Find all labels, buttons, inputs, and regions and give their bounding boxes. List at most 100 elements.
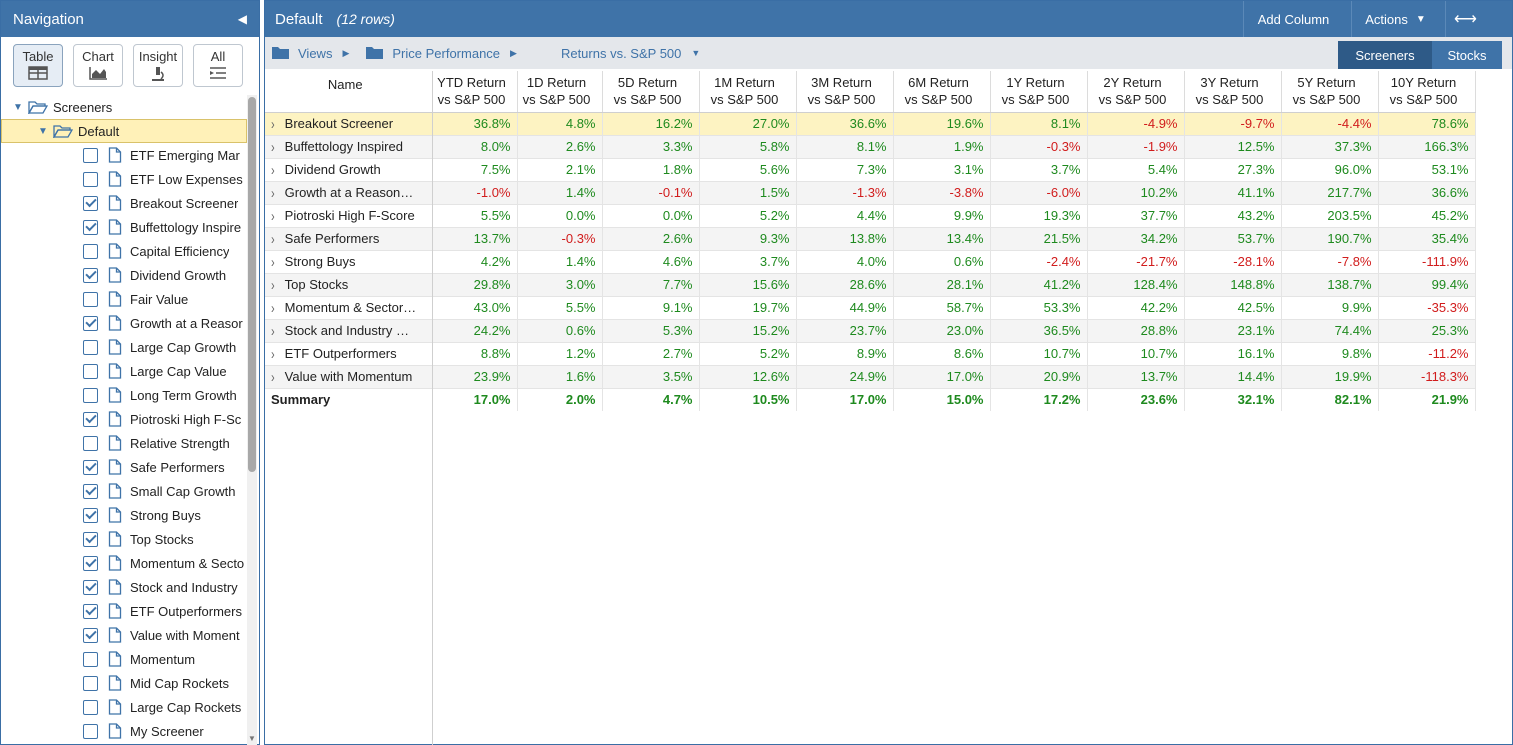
tree-item[interactable]: Strong Buys bbox=[1, 503, 247, 527]
expand-row-icon[interactable]: › bbox=[271, 209, 275, 225]
screener-checkbox[interactable] bbox=[83, 627, 98, 643]
tree-item[interactable]: Top Stocks bbox=[1, 527, 247, 551]
column-header[interactable]: 3M Return vs S&P 500 bbox=[796, 71, 894, 113]
tree-item[interactable]: My Screener bbox=[1, 719, 247, 743]
row-name-cell[interactable]: › Breakout Screener bbox=[265, 112, 433, 136]
column-header[interactable]: 5Y Return vs S&P 500 bbox=[1281, 71, 1379, 113]
expand-row-icon[interactable]: › bbox=[271, 370, 275, 386]
screener-checkbox[interactable] bbox=[83, 507, 98, 523]
column-header[interactable]: YTD Return vs S&P 500 bbox=[432, 71, 518, 113]
table-row[interactable]: › Momentum & Sector… 43.0% 5.5% 9.1% 19.7% 44.… bbox=[265, 296, 1476, 320]
tree-item[interactable]: Long Term Growth bbox=[1, 383, 247, 407]
table-row[interactable]: › Stock and Industry … 24.2% 0.6% 5.3% 15.2% 2… bbox=[265, 319, 1476, 343]
column-header[interactable]: 6M Return vs S&P 500 bbox=[893, 71, 991, 113]
screener-checkbox[interactable] bbox=[83, 483, 98, 499]
screener-checkbox[interactable] bbox=[83, 699, 98, 715]
screener-checkbox[interactable] bbox=[83, 651, 98, 667]
row-name-cell[interactable]: › Stock and Industry … bbox=[265, 319, 433, 343]
row-name-cell[interactable]: › Strong Buys bbox=[265, 250, 433, 274]
expand-row-icon[interactable]: › bbox=[271, 301, 275, 317]
caret-down-icon[interactable]: ▼ bbox=[13, 101, 23, 113]
scroll-down-icon[interactable]: ▼ bbox=[248, 734, 256, 743]
screener-checkbox[interactable] bbox=[83, 243, 98, 259]
tree-item[interactable]: Momentum bbox=[1, 647, 247, 671]
tree-item[interactable]: Buffettology Inspire bbox=[1, 215, 247, 239]
tree-item[interactable]: Growth at a Reasor bbox=[1, 311, 247, 335]
row-name-cell[interactable]: › Safe Performers bbox=[265, 227, 433, 251]
row-name-cell[interactable]: › ETF Outperformers bbox=[265, 342, 433, 366]
tree-item[interactable]: Breakout Screener bbox=[1, 191, 247, 215]
expand-row-icon[interactable]: › bbox=[271, 278, 275, 294]
tree-folder-default[interactable]: ▼ Default bbox=[1, 119, 247, 143]
table-row[interactable]: › Value with Momentum 23.9% 1.6% 3.5% 12.6% 24… bbox=[265, 365, 1476, 389]
column-header[interactable]: 2Y Return vs S&P 500 bbox=[1087, 71, 1185, 113]
column-header-name[interactable]: Name bbox=[265, 71, 433, 113]
column-header[interactable]: 3Y Return vs S&P 500 bbox=[1184, 71, 1282, 113]
expand-row-icon[interactable]: › bbox=[271, 255, 275, 271]
screener-checkbox[interactable] bbox=[83, 315, 98, 331]
row-name-cell[interactable]: › Growth at a Reason… bbox=[265, 181, 433, 205]
column-header[interactable]: 5D Return vs S&P 500 bbox=[602, 71, 700, 113]
tree-item[interactable]: Stock and Industry bbox=[1, 575, 247, 599]
breadcrumb-price-performance[interactable]: Price Performance bbox=[365, 46, 500, 61]
table-row[interactable]: › Safe Performers 13.7% -0.3% 2.6% 9.3% 13.8% 1… bbox=[265, 227, 1476, 251]
stocks-tab[interactable]: Stocks bbox=[1432, 41, 1502, 69]
scrollbar-thumb[interactable] bbox=[248, 97, 256, 472]
tree-item[interactable]: Safe Performers bbox=[1, 455, 247, 479]
column-header[interactable]: 1M Return vs S&P 500 bbox=[699, 71, 797, 113]
screener-checkbox[interactable] bbox=[83, 219, 98, 235]
screener-checkbox[interactable] bbox=[83, 363, 98, 379]
screener-checkbox[interactable] bbox=[83, 675, 98, 691]
table-row[interactable]: › Breakout Screener 36.8% 4.8% 16.2% 27.0% 36.… bbox=[265, 112, 1476, 136]
screener-checkbox[interactable] bbox=[83, 459, 98, 475]
row-name-cell[interactable]: › Dividend Growth bbox=[265, 158, 433, 182]
all-view-button[interactable]: All bbox=[193, 44, 243, 87]
expand-row-icon[interactable]: › bbox=[271, 324, 275, 340]
caret-down-icon[interactable]: ▼ bbox=[38, 125, 48, 137]
row-name-cell[interactable]: › Buffettology Inspired bbox=[265, 135, 433, 159]
tree-item[interactable]: ETF Low Expenses bbox=[1, 167, 247, 191]
expand-row-icon[interactable]: › bbox=[271, 140, 275, 156]
table-row[interactable]: › Growth at a Reason… -1.0% 1.4% -0.1% 1.5% -1… bbox=[265, 181, 1476, 205]
row-name-cell[interactable]: › Top Stocks bbox=[265, 273, 433, 297]
row-name-cell[interactable]: › Value with Momentum bbox=[265, 365, 433, 389]
column-header[interactable]: 10Y Return vs S&P 500 bbox=[1378, 71, 1476, 113]
expand-row-icon[interactable]: › bbox=[271, 347, 275, 363]
view-selector-dropdown[interactable]: Returns vs. S&P 500 ▼ bbox=[561, 46, 700, 61]
expand-row-icon[interactable]: › bbox=[271, 186, 275, 202]
screeners-tab[interactable]: Screeners bbox=[1338, 41, 1432, 69]
tree-root-screeners[interactable]: ▼ Screeners bbox=[1, 95, 247, 119]
column-header[interactable]: 1D Return vs S&P 500 bbox=[517, 71, 603, 113]
expand-row-icon[interactable]: › bbox=[271, 163, 275, 179]
screener-checkbox[interactable] bbox=[83, 555, 98, 571]
tree-item[interactable]: Dividend Growth bbox=[1, 263, 247, 287]
tree-item[interactable]: Large Cap Value bbox=[1, 359, 247, 383]
navigation-scrollbar[interactable]: ▼ bbox=[247, 95, 257, 745]
row-name-cell[interactable]: › Momentum & Sector… bbox=[265, 296, 433, 320]
screener-checkbox[interactable] bbox=[83, 723, 98, 739]
collapse-left-icon[interactable]: ◀ bbox=[237, 12, 247, 26]
row-name-cell[interactable]: › Piotroski High F-Score bbox=[265, 204, 433, 228]
screener-checkbox[interactable] bbox=[83, 171, 98, 187]
screener-checkbox[interactable] bbox=[83, 147, 98, 163]
tree-item[interactable]: ETF Outperformers bbox=[1, 599, 247, 623]
column-header[interactable]: 1Y Return vs S&P 500 bbox=[990, 71, 1088, 113]
tree-item[interactable]: ETF Emerging Mar bbox=[1, 143, 247, 167]
expand-row-icon[interactable]: › bbox=[271, 232, 275, 248]
screener-checkbox[interactable] bbox=[83, 603, 98, 619]
expand-row-icon[interactable]: › bbox=[271, 117, 275, 133]
table-row[interactable]: › ETF Outperformers 8.8% 1.2% 2.7% 5.2% 8.9% 8.… bbox=[265, 342, 1476, 366]
table-row[interactable]: › Top Stocks 29.8% 3.0% 7.7% 15.6% 28.6% 28.1% 4… bbox=[265, 273, 1476, 297]
add-column-button[interactable]: Add Column bbox=[1243, 1, 1343, 37]
breadcrumb-views[interactable]: Views bbox=[271, 46, 332, 61]
tree-item[interactable]: Momentum & Secto bbox=[1, 551, 247, 575]
table-row[interactable]: › Piotroski High F-Score 5.5% 0.0% 0.0% 5.2% 4… bbox=[265, 204, 1476, 228]
screener-checkbox[interactable] bbox=[83, 411, 98, 427]
tree-item[interactable]: Fair Value bbox=[1, 287, 247, 311]
tree-item[interactable]: Mid Cap Rockets bbox=[1, 671, 247, 695]
screener-checkbox[interactable] bbox=[83, 435, 98, 451]
tree-item[interactable]: Piotroski High F-Sc bbox=[1, 407, 247, 431]
table-row[interactable]: › Buffettology Inspired 8.0% 2.6% 3.3% 5.8% 8.… bbox=[265, 135, 1476, 159]
actions-button[interactable]: Actions ▼ bbox=[1351, 1, 1439, 37]
tree-item[interactable]: Capital Efficiency bbox=[1, 239, 247, 263]
